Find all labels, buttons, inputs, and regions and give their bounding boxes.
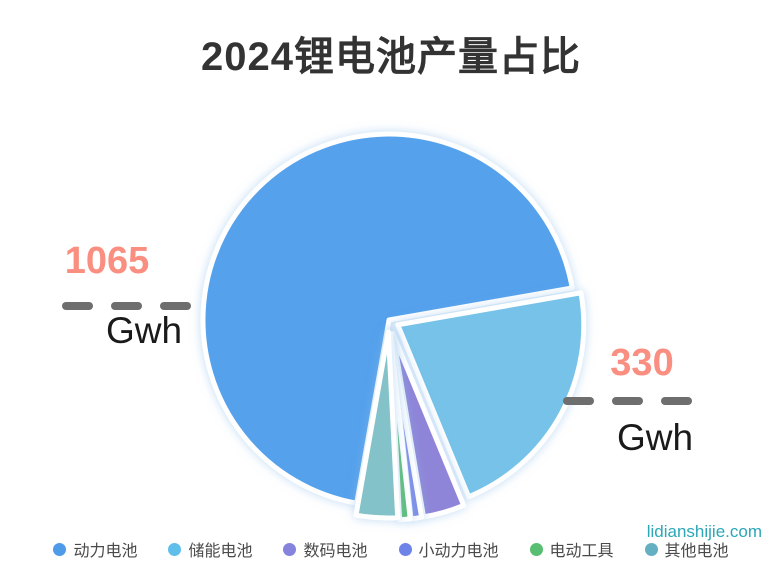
legend-label: 其他电池 xyxy=(664,543,729,560)
annotation-value-power-battery: 1065 xyxy=(64,240,150,282)
legend-item-5[interactable]: 其他电池 xyxy=(644,537,729,561)
legend-item-1[interactable]: 储能电池 xyxy=(168,537,252,561)
legend-item-3[interactable]: 小动力电池 xyxy=(398,537,499,561)
legend-label: 储能电池 xyxy=(188,543,253,560)
dash-segment xyxy=(563,397,594,405)
dash-segment xyxy=(62,302,93,310)
legend-dot xyxy=(398,542,412,556)
pie-slice-5[interactable] xyxy=(353,329,401,521)
chart-title: 2024锂电池产量占比 xyxy=(201,35,581,79)
legend-item-4[interactable]: 电动工具 xyxy=(529,537,614,561)
legend-dot xyxy=(53,542,67,556)
legend: 动力电池 储能电池 数码电池 小动力电池 电动工具 其他电池 xyxy=(0,537,782,561)
pie-slice-0[interactable] xyxy=(200,131,575,506)
annotation-unit-power-battery: Gwh xyxy=(105,310,183,351)
annotation-unit-storage-battery: Gwh xyxy=(616,417,694,458)
legend-label: 电动工具 xyxy=(549,543,614,560)
watermark: lidianshijie.com xyxy=(646,522,762,541)
annotation-value-storage-battery: 330 xyxy=(610,342,674,384)
legend-dot xyxy=(283,542,297,556)
legend-label: 动力电池 xyxy=(73,543,138,560)
dash-segment xyxy=(160,302,191,310)
legend-dot xyxy=(168,542,182,556)
legend-item-0[interactable]: 动力电池 xyxy=(53,537,137,561)
dash-segment xyxy=(612,397,643,405)
legend-dot xyxy=(644,542,658,556)
legend-dot xyxy=(529,542,543,556)
legend-label: 数码电池 xyxy=(303,543,368,560)
dash-segment xyxy=(111,302,142,310)
pie-slice-1[interactable] xyxy=(395,290,587,500)
dashed-leader-line-left xyxy=(62,302,191,310)
legend-label: 小动力电池 xyxy=(418,543,499,560)
legend-item-2[interactable]: 数码电池 xyxy=(283,537,368,561)
dashed-leader-line-right xyxy=(563,397,692,405)
pie-slice-4[interactable] xyxy=(387,331,413,523)
dash-segment xyxy=(661,397,692,405)
